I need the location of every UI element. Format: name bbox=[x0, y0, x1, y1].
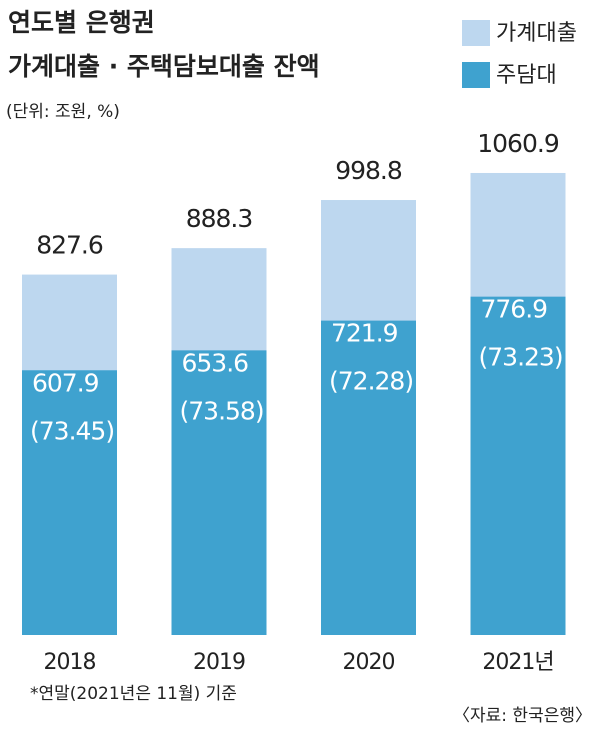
value-label: 721.9 bbox=[331, 319, 398, 348]
legend-swatch bbox=[462, 20, 490, 46]
share-label: (72.28) bbox=[329, 367, 413, 396]
value-label: 1060.9 bbox=[477, 129, 559, 158]
x-tick-label: 2018 bbox=[44, 650, 96, 675]
legend-label: 주담대 bbox=[496, 63, 557, 88]
legend-swatch bbox=[462, 62, 490, 88]
bar bbox=[470, 296, 566, 635]
legend-label: 가계대출 bbox=[496, 21, 577, 46]
share-label: (73.45) bbox=[30, 416, 114, 445]
bar bbox=[321, 320, 416, 635]
value-label: 776.9 bbox=[481, 295, 548, 324]
value-label: 607.9 bbox=[32, 368, 99, 397]
chart-title: 가계대출 · 주택담보대출 잔액 bbox=[8, 52, 320, 81]
value-label: 888.3 bbox=[186, 204, 253, 233]
bar bbox=[22, 370, 117, 635]
x-tick-label: 2019 bbox=[193, 650, 245, 675]
value-label: 998.8 bbox=[335, 156, 402, 185]
value-label: 653.6 bbox=[182, 348, 249, 377]
chart-subtitle: (단위: 조원, %) bbox=[6, 102, 120, 122]
x-tick-label: 2020 bbox=[343, 650, 395, 675]
chart-title: 연도별 은행권 bbox=[8, 8, 155, 37]
share-label: (73.23) bbox=[479, 343, 563, 372]
footnote: *연말(2021년은 11월) 기준 bbox=[30, 684, 237, 704]
value-label: 827.6 bbox=[36, 231, 103, 260]
bar bbox=[171, 350, 267, 635]
share-label: (73.58) bbox=[180, 396, 264, 425]
x-tick-label: 2021년 bbox=[482, 650, 553, 675]
source: 〈자료: 한국은행〉 bbox=[453, 706, 592, 726]
